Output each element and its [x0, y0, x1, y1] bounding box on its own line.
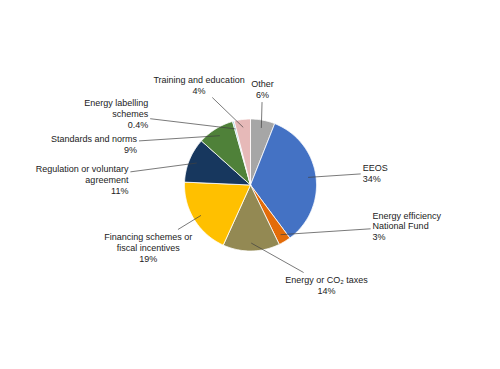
- svg-text:Energy efficiencyNational Fund: Energy efficiencyNational Fund3%: [373, 211, 442, 243]
- svg-text:Energy labellingschemes0.4%: Energy labellingschemes0.4%: [84, 98, 149, 130]
- svg-text:Other6%: Other6%: [251, 79, 274, 100]
- svg-text:Energy or CO₂ taxes14%: Energy or CO₂ taxes14%: [285, 275, 368, 296]
- svg-text:Financing schemes orfiscal inc: Financing schemes orfiscal incentives19%: [104, 232, 192, 264]
- svg-text:Standards and norms9%: Standards and norms9%: [51, 134, 138, 155]
- svg-text:Training and education4%: Training and education4%: [153, 75, 244, 96]
- svg-text:Regulation or voluntaryagreeme: Regulation or voluntaryagreement11%: [36, 164, 129, 196]
- svg-text:EEOS34%: EEOS34%: [363, 163, 388, 184]
